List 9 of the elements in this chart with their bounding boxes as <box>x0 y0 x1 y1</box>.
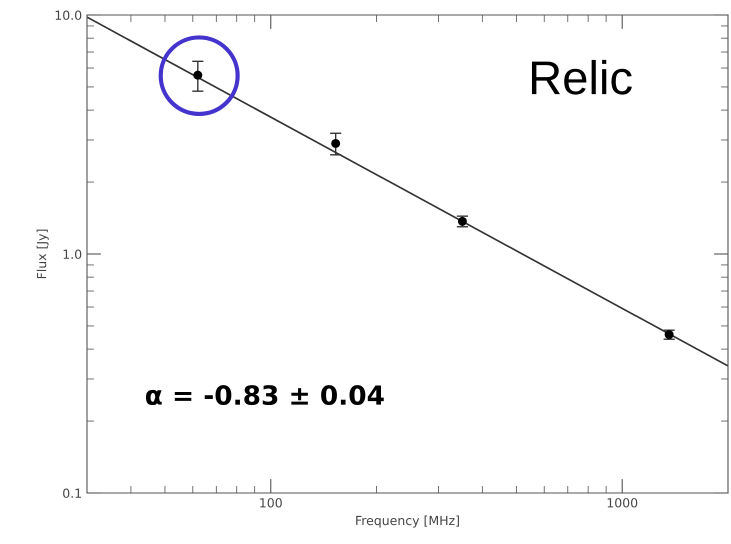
y-tick-label: 0.1 <box>63 488 81 498</box>
x-axis-title: Frequency [MHz] <box>356 516 459 528</box>
x-tick-label: 1000 <box>608 498 638 508</box>
annotation: Relic <box>532 60 632 95</box>
y-axis-title: Flux [Jy] <box>36 230 49 278</box>
annotation: α = -0.83 ± 0.04 <box>146 385 384 406</box>
y-tick-label: 1.0 <box>64 249 82 259</box>
x-tick-label: 100 <box>260 498 282 508</box>
y-tick-label: 10.0 <box>56 10 82 20</box>
